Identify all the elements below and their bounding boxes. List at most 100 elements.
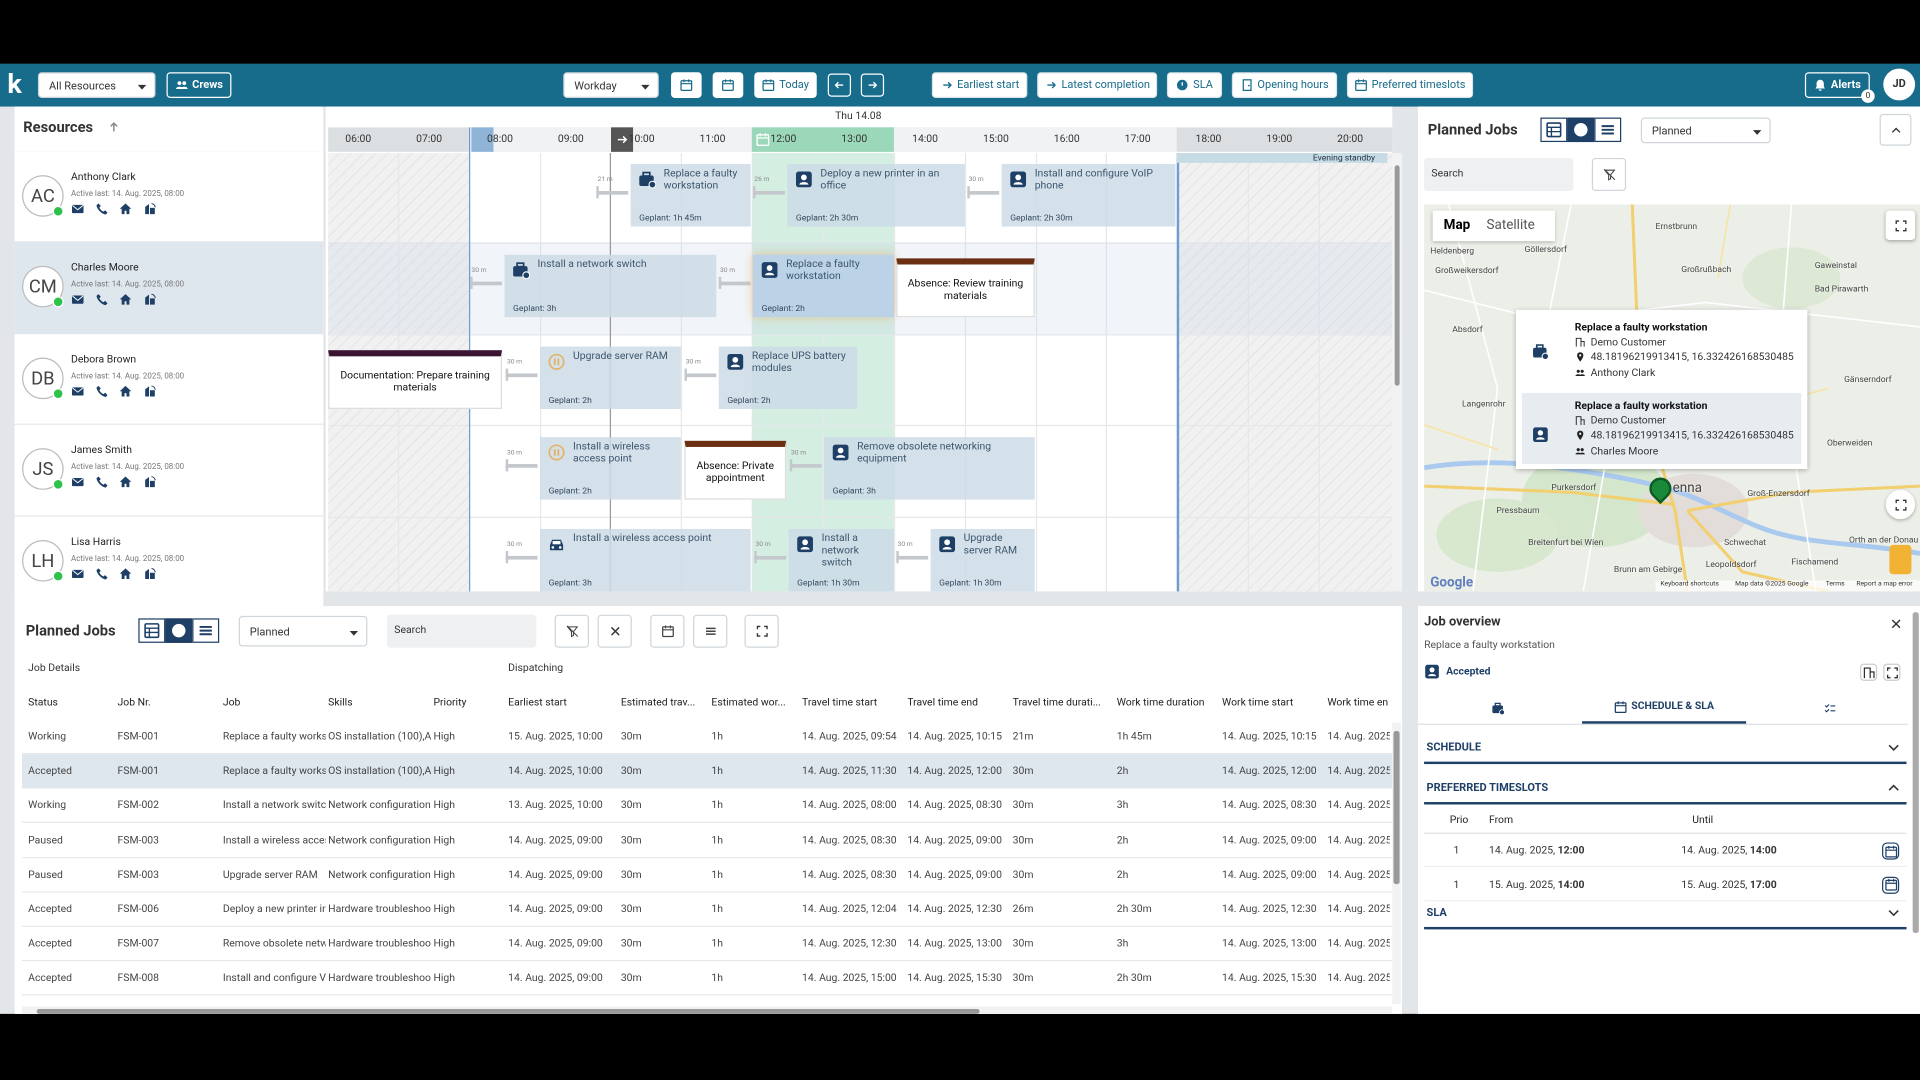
view-toggle[interactable]	[1540, 117, 1568, 143]
timeslot-action[interactable]	[1882, 876, 1900, 894]
table-cell: Hardware troubleshooting	[328, 938, 431, 951]
toolbar-button[interactable]: Opening hours	[1231, 72, 1338, 98]
user-avatar[interactable]: JD	[1883, 68, 1916, 101]
prev-button[interactable]	[827, 73, 852, 97]
calendar-range-button[interactable]	[671, 72, 702, 98]
table-row[interactable]	[22, 754, 1393, 789]
map-status-filter[interactable]: Planned	[1640, 117, 1771, 144]
car-icon	[549, 539, 564, 550]
bldg-icon	[1863, 666, 1874, 678]
table-row[interactable]	[22, 927, 1393, 962]
job-block[interactable]: Replace a faulty workstation Geplant: 1h …	[630, 164, 751, 227]
table-status-filter[interactable]: Planned	[238, 615, 368, 647]
map-center[interactable]	[1885, 489, 1916, 520]
hour-grid-line	[964, 153, 966, 592]
next-button[interactable]	[860, 73, 885, 97]
table-cell: Remove obsolete networking equipment	[222, 938, 326, 951]
hour-label: 17:00	[1124, 133, 1151, 146]
table-search[interactable]: Search	[386, 614, 537, 648]
job-block[interactable]: Install and configure VoIP phone Geplant:…	[1001, 164, 1176, 227]
view-toggle[interactable]	[1567, 117, 1595, 143]
map-filter-button[interactable]	[1591, 157, 1627, 192]
calendar-button[interactable]	[712, 72, 744, 98]
case-icon	[639, 171, 657, 189]
today-button[interactable]: Today	[754, 72, 817, 98]
resource-row[interactable]	[14, 151, 324, 243]
table-cell: 1h	[711, 903, 724, 916]
table-cell: 14. Aug. 2025, 15:00	[802, 972, 897, 985]
view-toggle[interactable]	[192, 618, 220, 643]
resource-name: Debora Brown	[71, 353, 137, 366]
job-block[interactable]: Install a network switch Geplant: 3h	[504, 255, 717, 318]
table-row[interactable]	[22, 789, 1393, 824]
timeslot-until-time: 17:00	[1749, 878, 1777, 891]
overview-tab[interactable]	[1751, 692, 1908, 724]
view-toggle[interactable]	[1594, 117, 1622, 143]
table-tool[interactable]	[744, 614, 779, 648]
table-row[interactable]	[22, 720, 1393, 755]
table-cell: 14. Aug. 2025, 08:30	[802, 834, 897, 847]
table-tool[interactable]	[597, 614, 632, 648]
table-cell: 14. Aug. 2025, 09:00	[1222, 834, 1317, 847]
table-cell: 26m	[1012, 903, 1034, 916]
toolbar-button[interactable]: Earliest start	[931, 72, 1028, 98]
table-row[interactable]	[22, 858, 1393, 893]
table-cell: 30m	[1012, 765, 1034, 778]
crews-button[interactable]: Crews	[166, 72, 232, 98]
hour-label: 14:00	[912, 133, 939, 146]
overview-close[interactable]	[1887, 615, 1904, 632]
location-icon	[1577, 352, 1584, 362]
job-block[interactable]: Upgrade server RAM Geplant: 1h 30m	[930, 528, 1035, 591]
table-tool[interactable]	[693, 614, 728, 648]
toolbar-button[interactable]: SLA	[1166, 72, 1223, 98]
resource-row[interactable]	[14, 425, 324, 517]
job-block[interactable]: Deploy a new printer in an office Geplant…	[787, 164, 965, 227]
job-block[interactable]: Install a wireless access point Geplant: …	[540, 437, 681, 500]
map-fullscreen[interactable]	[1885, 210, 1916, 240]
job-block[interactable]: Remove obsolete networking equipment Gepl…	[824, 437, 1035, 500]
earliest-marker	[471, 127, 494, 152]
toolbar-button-label: Opening hours	[1257, 78, 1329, 92]
job-block[interactable]: Replace a faulty workstation Geplant: 2h	[753, 255, 894, 318]
table-cell: 14. Aug. 2025, 11:30	[802, 765, 897, 778]
view-select[interactable]: Workday	[563, 72, 659, 98]
off-hours	[1177, 153, 1393, 592]
hour-label: 16:00	[1053, 133, 1080, 146]
cal-icon	[1614, 700, 1627, 713]
tasks-icon	[1824, 703, 1835, 712]
timeslot-action[interactable]	[1882, 842, 1900, 860]
map-collapse[interactable]	[1879, 113, 1912, 146]
job-block[interactable]: Install a network switch Geplant: 1h 30m	[788, 528, 894, 591]
overview-action[interactable]	[1883, 663, 1901, 681]
map-tab[interactable]: Satellite	[1486, 216, 1535, 233]
column-header: Work time start	[1222, 696, 1294, 709]
toolbar-button[interactable]: Preferred timeslots	[1346, 72, 1474, 98]
resource-row[interactable]	[14, 334, 324, 426]
table-tool[interactable]	[554, 614, 589, 648]
table-row[interactable]	[22, 823, 1393, 858]
resource-row[interactable]	[14, 242, 324, 335]
column-header: Estimated wor...	[711, 696, 786, 709]
map-search[interactable]: Search	[1424, 157, 1574, 192]
toolbar-button[interactable]: Latest completion	[1037, 72, 1158, 98]
job-block[interactable]: Install a wireless access point Geplant: …	[540, 528, 751, 591]
view-toggle[interactable]	[165, 618, 193, 643]
timeslot-prio: 1	[1453, 844, 1460, 858]
alerts-button[interactable]: Alerts	[1804, 72, 1870, 98]
resource-filter[interactable]: All Resources	[37, 72, 156, 98]
map-tab[interactable]: Map	[1443, 216, 1471, 233]
table-row[interactable]	[22, 892, 1393, 927]
overview-tab-active[interactable]: SCHEDULE & SLA	[1582, 692, 1747, 724]
overview-tab[interactable]	[1418, 692, 1577, 724]
job-planned: Geplant: 2h	[761, 304, 805, 314]
job-block[interactable]: Upgrade server RAM Geplant: 2h	[540, 346, 681, 409]
badge-icon	[727, 353, 744, 370]
job-block[interactable]: Replace UPS battery modules Geplant: 2h	[718, 346, 858, 409]
badge-icon	[1533, 427, 1548, 443]
map-footer-link: Map data ©2025 Google	[1735, 580, 1809, 588]
resource-row[interactable]	[14, 516, 324, 608]
table-row[interactable]	[22, 961, 1393, 996]
view-toggle[interactable]	[138, 618, 166, 643]
table-tool[interactable]	[650, 614, 685, 648]
overview-action[interactable]	[1860, 663, 1878, 681]
